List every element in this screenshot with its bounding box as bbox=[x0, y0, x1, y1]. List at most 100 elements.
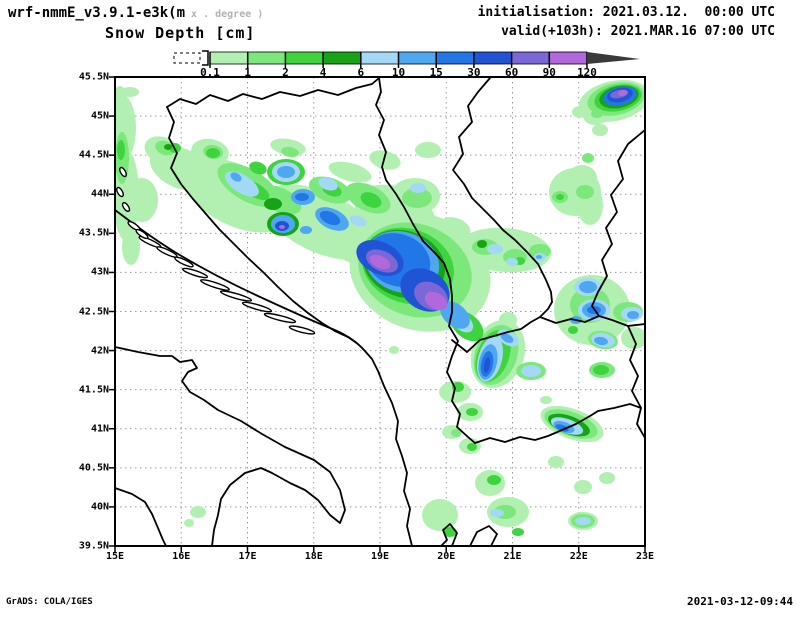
snow-depth-contour bbox=[549, 168, 601, 216]
x-axis-label: 22E bbox=[569, 551, 588, 562]
island bbox=[116, 186, 124, 198]
snow-depth-contour bbox=[451, 429, 461, 437]
valid-time: valid(+103h): 2021.MAR.16 07:00 UTC bbox=[501, 24, 775, 39]
x-axis-label: 23E bbox=[635, 551, 655, 562]
x-axis-label: 17E bbox=[238, 551, 257, 562]
grads-credit: GrADS: COLA/IGES bbox=[6, 597, 93, 607]
snow-depth-contour bbox=[521, 365, 541, 377]
y-axis-label: 45N bbox=[90, 110, 109, 122]
snow-depth-contour bbox=[328, 161, 372, 183]
snow-depth-contour bbox=[529, 244, 551, 258]
coastline-border bbox=[446, 311, 476, 444]
y-axis-label: 45.5N bbox=[78, 71, 109, 83]
legend-value-label: 60 bbox=[504, 66, 519, 79]
snow-depth-contour bbox=[122, 229, 140, 265]
snow-depth-contour bbox=[540, 396, 552, 404]
snow-depth-contour bbox=[582, 153, 594, 163]
snow-depth-contour bbox=[440, 301, 470, 329]
y-axis-label: 40.5N bbox=[78, 462, 109, 474]
island bbox=[263, 312, 297, 324]
snow-depth-contour bbox=[477, 240, 487, 248]
coastline-border bbox=[539, 315, 645, 327]
snow-depth-contour bbox=[300, 226, 312, 234]
snow-depth-contour bbox=[318, 177, 338, 191]
snow-depth-contour bbox=[369, 254, 391, 270]
legend-value-label: 0.1 bbox=[200, 66, 220, 79]
y-axis-label: 42.5N bbox=[78, 306, 109, 317]
snow-depth-contour bbox=[594, 336, 608, 346]
snow-depth-contour bbox=[592, 124, 608, 136]
snow-depth-contour bbox=[556, 194, 564, 200]
snow-depth-contour bbox=[618, 89, 628, 97]
snow-depth-contour bbox=[184, 519, 194, 527]
island bbox=[174, 256, 194, 268]
legend-color-segment bbox=[322, 51, 362, 65]
snow-depth-contour bbox=[281, 146, 299, 158]
island bbox=[181, 267, 209, 279]
legend-color-segment bbox=[209, 51, 249, 65]
legend-value-label: 30 bbox=[467, 66, 481, 79]
x-axis-label: 15E bbox=[105, 551, 125, 562]
y-axis-label: 44.5N bbox=[78, 149, 109, 161]
y-axis-label: 42N bbox=[90, 345, 109, 357]
legend-value-label: 4 bbox=[319, 66, 327, 79]
legend-value-label: 2 bbox=[282, 66, 289, 79]
legend-color-segment bbox=[360, 51, 399, 65]
snow-depth-contour bbox=[487, 244, 503, 254]
island bbox=[200, 279, 230, 291]
y-axis-label: 41.5N bbox=[78, 384, 109, 396]
snow-depth-contour bbox=[349, 215, 367, 227]
snow-depth-contour bbox=[574, 480, 592, 494]
snow-depth-contour bbox=[190, 506, 206, 518]
coastline-border bbox=[474, 403, 642, 444]
snow-depth-contour bbox=[499, 312, 517, 328]
snow-depth-contour bbox=[249, 161, 267, 175]
snow-depth-contour bbox=[402, 188, 432, 208]
snow-depth-contour bbox=[424, 291, 448, 311]
coastline-border bbox=[440, 523, 458, 546]
map-content bbox=[115, 77, 645, 546]
legend-value-label: 120 bbox=[577, 66, 597, 79]
snow-depth-contour bbox=[410, 183, 426, 193]
legend-underflow-box bbox=[173, 52, 201, 64]
initialisation-time: initialisation: 2021.03.12. 00:00 UTC bbox=[477, 5, 775, 20]
legend-color-segment bbox=[435, 51, 475, 65]
snow-depth-contour bbox=[369, 150, 401, 170]
legend-bracket bbox=[202, 50, 209, 66]
snow-depth-contour bbox=[319, 210, 341, 226]
snow-depth-contour bbox=[490, 509, 504, 517]
creation-timestamp: 2021-03-12-09:44 bbox=[687, 595, 793, 608]
x-axis-label: 20E bbox=[437, 551, 456, 562]
legend-overflow-arrow bbox=[587, 52, 640, 64]
snow-depth-contour bbox=[483, 357, 491, 373]
snow-depth-contour bbox=[512, 528, 524, 536]
coastline-border bbox=[452, 77, 553, 303]
coastline-border bbox=[466, 301, 553, 353]
legend-color-segment bbox=[398, 51, 437, 65]
snow-depth-contour bbox=[576, 185, 594, 199]
coastline-border bbox=[591, 129, 645, 317]
snow-depth-contour bbox=[279, 225, 285, 229]
island bbox=[288, 325, 316, 335]
y-axis-label: 44N bbox=[90, 188, 109, 200]
snow-depth-contour bbox=[575, 517, 591, 525]
coastline-border bbox=[627, 325, 645, 439]
coastline-border bbox=[115, 346, 346, 546]
snow-depth-contour bbox=[295, 193, 309, 201]
legend-color-segment bbox=[284, 51, 324, 65]
y-axis-label: 43N bbox=[90, 266, 109, 278]
coastline-border bbox=[469, 525, 498, 546]
snow-depth-contour bbox=[164, 144, 172, 150]
snow-depth-contour bbox=[459, 227, 551, 273]
legend-value-label: 6 bbox=[357, 66, 365, 79]
y-axis-label: 41N bbox=[90, 423, 109, 435]
island bbox=[135, 228, 149, 240]
legend-value-label: 90 bbox=[542, 66, 556, 79]
snow-depth-contour bbox=[466, 408, 478, 416]
snow-depth-contour bbox=[500, 333, 514, 343]
island bbox=[219, 290, 253, 302]
y-axis-label: 43.5N bbox=[78, 227, 109, 239]
snow-depth-contour bbox=[591, 110, 603, 118]
